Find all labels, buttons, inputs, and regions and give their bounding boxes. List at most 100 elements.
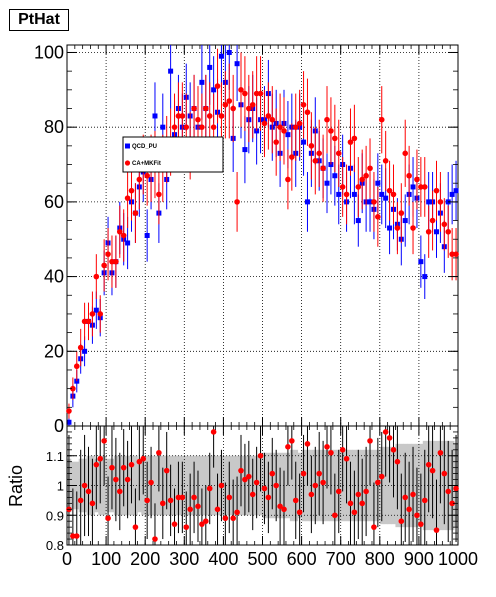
ca-mkfit-point	[273, 139, 279, 145]
ca-mkfit-point	[425, 228, 432, 235]
ratio-point	[132, 524, 139, 530]
ca-mkfit-point	[136, 176, 143, 183]
ratio-point	[394, 458, 401, 465]
qcd-pu-point	[207, 64, 213, 70]
ratio-point	[414, 512, 420, 519]
ratio-point	[339, 447, 346, 453]
ca-mkfit-point	[269, 116, 276, 123]
qcd-pu-point	[285, 132, 291, 138]
ratio-point	[265, 494, 272, 501]
ca-mkfit-point	[246, 105, 252, 112]
ratio-band-bin	[211, 455, 216, 516]
ca-mkfit-point	[453, 251, 459, 257]
ca-mkfit-point	[343, 191, 350, 198]
x-tick-label: 300	[169, 549, 199, 569]
y-tick-label: 1	[57, 479, 64, 494]
ca-mkfit-point	[324, 116, 330, 123]
ca-mkfit-point	[363, 172, 369, 179]
ratio-point	[179, 494, 186, 501]
qcd-pu-point	[144, 233, 150, 238]
qcd-pu-point	[211, 87, 217, 93]
ratio-point	[312, 482, 319, 489]
ratio-point	[277, 503, 283, 510]
legend-marker	[124, 160, 131, 166]
ratio-point	[367, 438, 373, 444]
ca-mkfit-point	[156, 191, 162, 198]
qcd-pu-point	[422, 274, 428, 280]
ratio-band-bin	[184, 455, 189, 516]
ratio-point	[214, 506, 221, 513]
ca-mkfit-point	[421, 184, 428, 190]
ca-mkfit-point	[249, 101, 256, 108]
ratio-point	[320, 479, 326, 486]
ca-mkfit-point	[93, 273, 100, 280]
y-tick-label: 20	[44, 341, 64, 361]
ratio-axis-title: Ratio	[6, 465, 26, 507]
ca-mkfit-point	[382, 157, 389, 164]
ratio-point	[89, 500, 96, 507]
ca-mkfit-point	[261, 120, 268, 127]
y-tick-label: 60	[44, 192, 64, 212]
x-tick-label: 100	[91, 549, 121, 569]
ratio-point	[371, 524, 377, 530]
ca-mkfit-point	[77, 344, 84, 351]
ratio-point	[113, 476, 119, 483]
qcd-pu-point	[433, 229, 439, 235]
chart-title: PtHat	[18, 11, 60, 28]
ca-mkfit-point	[171, 124, 178, 130]
ratio-point	[206, 485, 213, 492]
ratio-band-bin	[153, 455, 158, 516]
qcd-pu-point	[367, 199, 373, 205]
ratio-point	[351, 509, 358, 516]
ratio-point	[156, 449, 162, 456]
ratio-point	[437, 449, 444, 456]
ca-mkfit-point	[230, 105, 236, 112]
ratio-point	[136, 458, 143, 465]
legend-marker	[125, 143, 130, 149]
ca-mkfit-point	[312, 157, 319, 164]
ratio-point	[191, 494, 197, 501]
ratio-point	[433, 527, 440, 533]
ca-mkfit-point	[124, 195, 131, 201]
ca-mkfit-point	[332, 135, 338, 142]
ca-mkfit-point	[113, 258, 119, 265]
ca-mkfit-point	[355, 184, 362, 190]
legend-label: CA+MKFit	[132, 161, 161, 167]
ca-mkfit-point	[183, 124, 190, 130]
ratio-point	[183, 524, 190, 530]
ratio-point	[253, 479, 260, 486]
ratio-point	[304, 441, 311, 447]
ca-mkfit-point	[351, 135, 358, 142]
x-tick-label: 500	[247, 549, 277, 569]
ca-mkfit-point	[179, 113, 186, 119]
ratio-point	[81, 482, 88, 489]
ratio-point	[101, 438, 107, 444]
ca-mkfit-point	[238, 87, 244, 93]
ratio-point	[257, 452, 264, 459]
ca-mkfit-point	[433, 187, 440, 194]
ratio-point	[445, 488, 452, 495]
qcd-pu-point	[379, 191, 385, 197]
ratio-point	[238, 467, 244, 474]
ratio-point	[222, 515, 229, 522]
ratio-point	[242, 476, 248, 483]
qcd-pu-point	[453, 188, 459, 194]
ca-mkfit-point	[265, 113, 272, 119]
legend-box	[122, 136, 224, 173]
ca-mkfit-point	[218, 113, 225, 119]
ca-mkfit-point	[367, 165, 373, 172]
y-tick-label: 0.8	[46, 538, 64, 553]
ratio-band-bin	[387, 446, 392, 525]
ratio-point	[421, 497, 428, 504]
ca-mkfit-point	[257, 90, 264, 97]
qcd-pu-point	[387, 225, 393, 231]
x-tick-label: 400	[208, 549, 238, 569]
ratio-point	[116, 488, 123, 495]
ratio-point	[273, 482, 279, 489]
ca-mkfit-point	[410, 225, 416, 231]
ca-mkfit-point	[234, 199, 240, 205]
ca-mkfit-point	[347, 139, 354, 145]
ratio-point	[343, 455, 350, 462]
ca-mkfit-point	[97, 311, 104, 317]
legend-label: QCD_PU	[132, 144, 157, 150]
